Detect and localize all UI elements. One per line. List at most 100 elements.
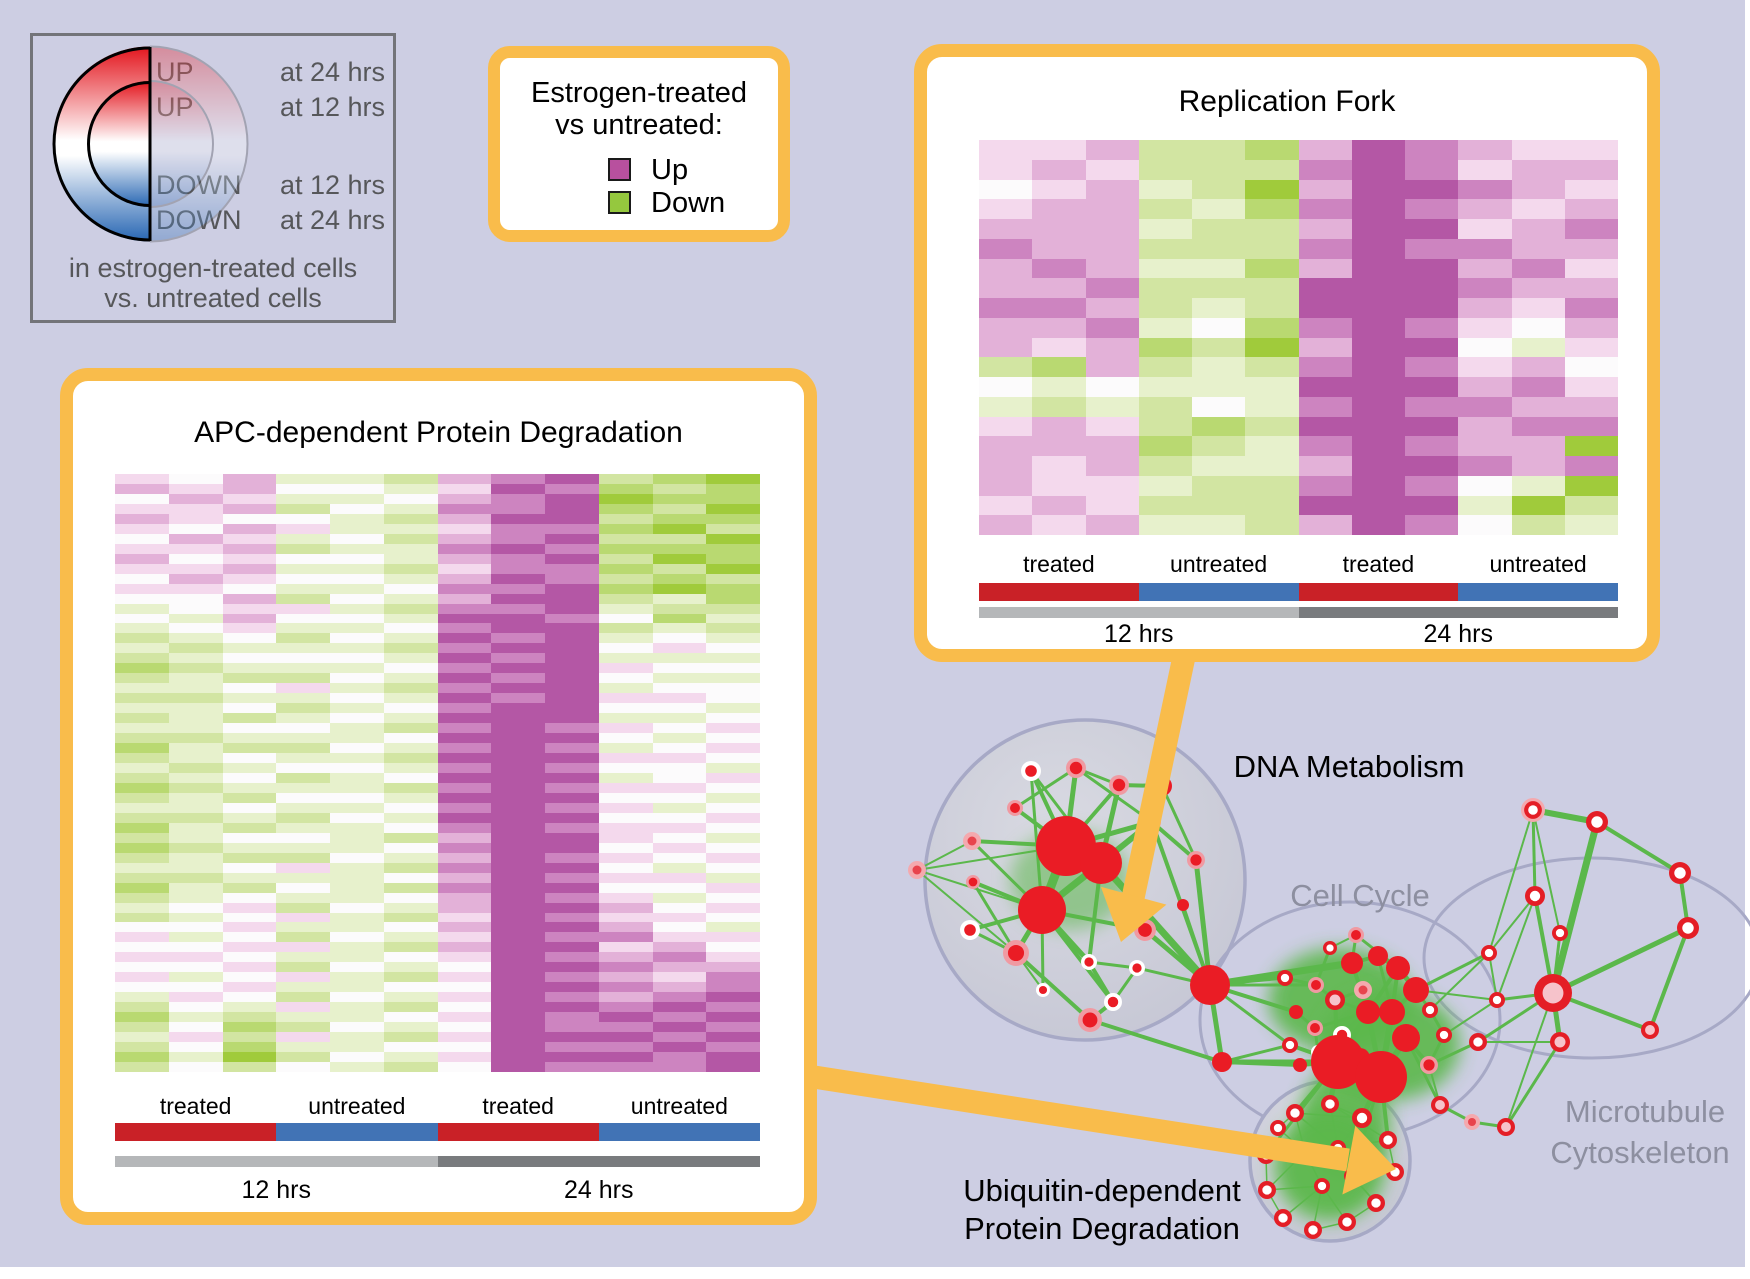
cluster-label: Microtubule	[1565, 1094, 1725, 1129]
heatmap-cell	[652, 483, 707, 494]
heatmap-cell	[168, 663, 223, 674]
heatmap-cell	[1192, 179, 1246, 200]
heatmap-cell	[330, 493, 384, 504]
network-edge	[1160, 785, 1198, 861]
heatmap-cell	[1138, 337, 1192, 358]
heatmap-cell	[598, 643, 653, 654]
ring-legend-time-1: at 24 hrs	[279, 57, 385, 87]
heatmap-cell	[383, 563, 438, 574]
heatmap-cell	[168, 603, 223, 614]
heatmap-cell	[1458, 377, 1512, 397]
network-edge	[1294, 1112, 1339, 1149]
network-node	[1293, 1058, 1307, 1072]
heatmap-cell	[222, 932, 277, 943]
heatmap-cell	[383, 474, 438, 484]
heatmap-cell	[491, 483, 545, 494]
heatmap-cell	[168, 772, 223, 783]
heatmap-cell	[979, 298, 1033, 318]
heatmap-cell	[1298, 416, 1352, 437]
heatmap-cell	[115, 952, 169, 963]
heatmap-cell	[1032, 219, 1086, 239]
heatmap-cell	[276, 713, 330, 724]
heatmap-cell	[276, 772, 330, 783]
heatmap-cell	[491, 573, 545, 584]
heatmap-cell	[598, 633, 653, 644]
heatmap-cell	[652, 842, 707, 853]
heatmap-cell	[115, 852, 169, 863]
heatmap-cell	[652, 563, 707, 574]
arrow-to-dna-head	[1100, 886, 1167, 942]
heatmap-cell	[1085, 377, 1139, 397]
heatmap-cell	[330, 543, 384, 554]
heatmap-cell	[1245, 298, 1299, 318]
heatmap-cell	[437, 792, 492, 803]
heatmap-cell	[598, 523, 653, 534]
heatmap-cell	[276, 932, 330, 943]
heatmap-cell	[545, 922, 599, 933]
heatmap-cell	[222, 563, 277, 574]
network-node	[1403, 977, 1429, 1003]
heatmap-cell	[115, 583, 169, 594]
network-node	[1273, 1123, 1283, 1133]
condition-bar-segment	[1458, 583, 1618, 601]
heatmap-cell	[1192, 140, 1246, 160]
heatmap-cell	[545, 892, 599, 903]
heatmap-cell	[1085, 199, 1139, 219]
time-bar-segment	[1298, 607, 1618, 618]
heatmap-cell	[168, 713, 223, 724]
heatmap-cell	[706, 513, 760, 524]
heatmap-cell	[1138, 495, 1192, 516]
heatmap-cell	[168, 613, 223, 624]
heatmap-cell	[168, 633, 223, 644]
heatmap-cell	[330, 533, 384, 544]
heatmap-cell	[1085, 337, 1139, 358]
heatmap-cell	[598, 663, 653, 674]
heatmap-cell	[222, 723, 277, 734]
heatmap-cell	[1458, 357, 1512, 377]
network-node	[1435, 1100, 1445, 1110]
heatmap-cell	[1138, 179, 1192, 200]
heatmap-cell	[706, 912, 760, 923]
heatmap-cell	[652, 753, 707, 764]
heatmap-cell	[1351, 298, 1405, 318]
heatmap-cell	[168, 932, 223, 943]
network-node	[967, 836, 977, 846]
heatmap-cell	[115, 633, 169, 644]
heatmap-cell	[545, 474, 599, 484]
heatmap-cell	[706, 693, 760, 704]
heatmap-cell	[168, 643, 223, 654]
heatmap-cell	[652, 703, 707, 714]
heatmap-cell	[115, 763, 169, 773]
heatmap-cell	[437, 503, 492, 514]
heatmap-cell	[383, 583, 438, 594]
heatmap-cell	[545, 822, 599, 833]
heatmap-cell	[979, 179, 1033, 200]
heatmap-cell	[383, 812, 438, 823]
heatmap-cell	[706, 792, 760, 803]
heatmap-cell	[706, 733, 760, 744]
heatmap-cell	[1245, 357, 1299, 377]
heatmap-cell	[222, 992, 277, 1003]
heatmap-cell	[115, 673, 169, 684]
heatmap-cell	[276, 922, 330, 933]
heatmap-cell	[706, 852, 760, 863]
heatmap-cell	[1298, 179, 1352, 200]
network-node	[1190, 965, 1230, 1005]
heatmap-cell	[276, 802, 330, 813]
heatmap-cell	[168, 802, 223, 813]
heatmap-cell	[276, 992, 330, 1003]
heatmap-cell	[1405, 475, 1459, 496]
heatmap-cell	[491, 922, 545, 933]
network-node	[1528, 805, 1538, 815]
network-node	[1342, 1217, 1352, 1227]
heatmap-cell	[1138, 436, 1192, 456]
heatmap-cell	[598, 832, 653, 843]
arrow-to-ubiquitin-shaft	[754, 1056, 1350, 1172]
heatmap-cell	[437, 703, 492, 714]
heatmap-cell	[437, 553, 492, 564]
heatmap-cell	[545, 653, 599, 664]
heatmap-cell	[545, 1052, 599, 1063]
network-node	[1010, 803, 1020, 813]
heatmap-cell	[330, 743, 384, 754]
network-edge	[916, 869, 1017, 954]
